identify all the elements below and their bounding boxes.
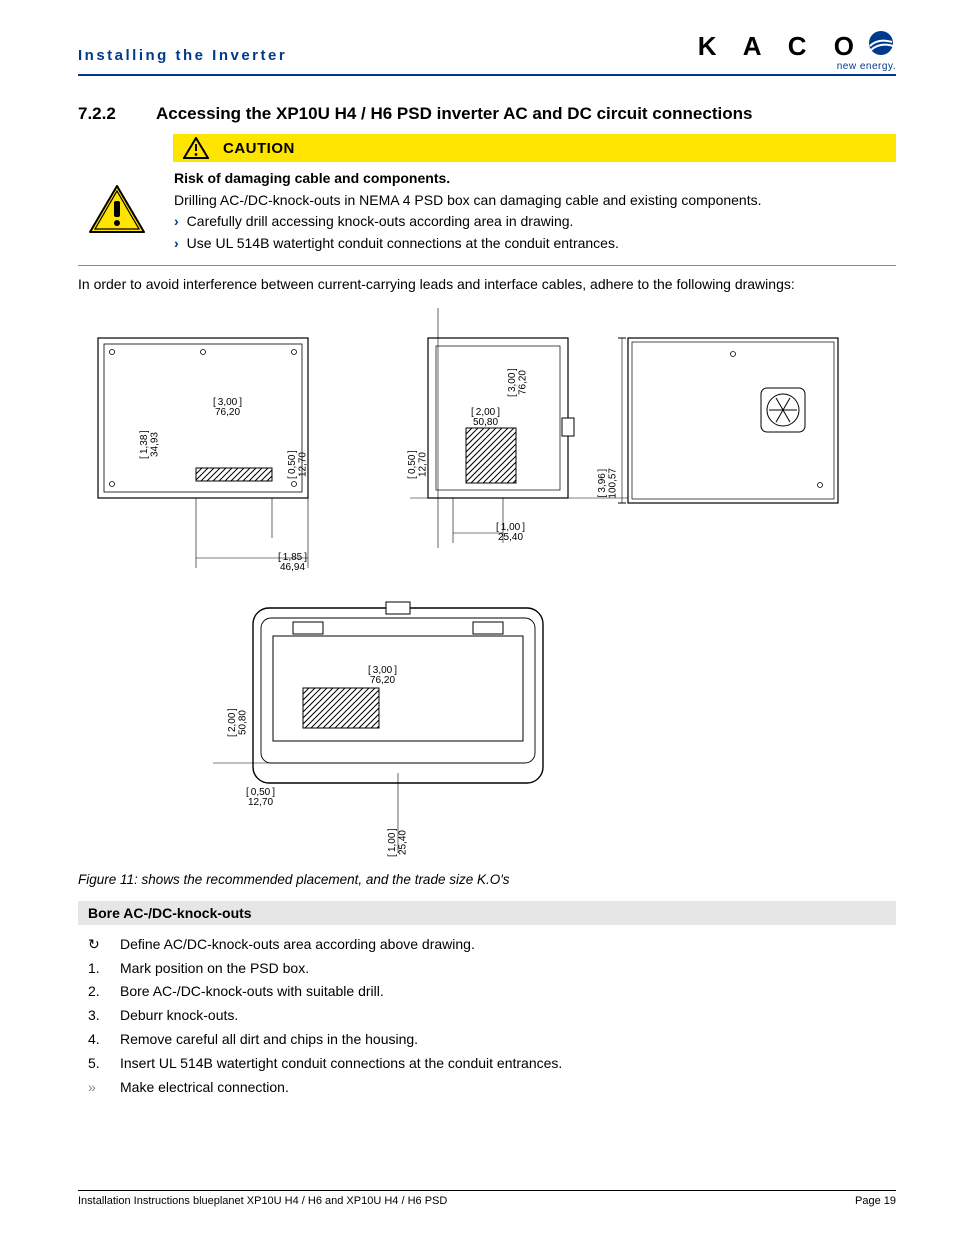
- section-number: 7.2.2: [78, 104, 134, 124]
- warning-triangle-yellow-icon: [88, 184, 146, 239]
- logo-text: K A C O: [698, 31, 864, 62]
- section-heading: 7.2.2 Accessing the XP10U H4 / H6 PSD in…: [78, 104, 896, 124]
- steps-title: Bore AC-/DC-knock-outs: [78, 901, 896, 925]
- breadcrumb: Installing the Inverter: [78, 47, 287, 72]
- step-pre: ↻ Define AC/DC-knock-outs area according…: [78, 933, 896, 957]
- page-footer: Installation Instructions blueplanet XP1…: [78, 1190, 896, 1207]
- logo-swirl-icon: [866, 30, 896, 63]
- intro-text: In order to avoid interference between c…: [78, 276, 896, 292]
- step-1: 1.Mark position on the PSD box.: [78, 957, 896, 981]
- bullet-icon: ›: [174, 233, 179, 255]
- step-5: 5.Insert UL 514B watertight conduit conn…: [78, 1052, 896, 1076]
- brand-logo: K A C O new energy.: [698, 30, 896, 72]
- figure-caption: Figure 11: shows the recommended placeme…: [78, 872, 896, 887]
- prerequisite-icon: ↻: [88, 933, 106, 957]
- caution-desc: Drilling AC-/DC-knock-outs in NEMA 4 PSD…: [174, 190, 896, 212]
- diagram-area: [3,00]76,20[1,38]34,93[0,50]12,70[1,85]4…: [78, 308, 896, 868]
- caution-bullet-1: Carefully drill accessing knock-outs acc…: [187, 211, 574, 233]
- warning-triangle-icon: [183, 137, 209, 159]
- caution-bullet-2: Use UL 514B watertight conduit connectio…: [187, 233, 619, 255]
- page-header: Installing the Inverter K A C O new ener…: [78, 30, 896, 76]
- caution-label: CAUTION: [223, 140, 295, 157]
- caution-risk: Risk of damaging cable and components.: [174, 168, 896, 190]
- step-post: »Make electrical connection.: [78, 1076, 896, 1100]
- bullet-icon: ›: [174, 211, 179, 233]
- caution-block: Risk of damaging cable and components. D…: [78, 168, 896, 266]
- footer-doc: Installation Instructions blueplanet XP1…: [78, 1195, 447, 1207]
- caution-banner: CAUTION: [173, 134, 896, 162]
- step-2: 2.Bore AC-/DC-knock-outs with suitable d…: [78, 980, 896, 1004]
- section-title: Accessing the XP10U H4 / H6 PSD inverter…: [156, 104, 752, 124]
- step-4: 4.Remove careful all dirt and chips in t…: [78, 1028, 896, 1052]
- step-3: 3.Deburr knock-outs.: [78, 1004, 896, 1028]
- footer-page: Page 19: [855, 1195, 896, 1207]
